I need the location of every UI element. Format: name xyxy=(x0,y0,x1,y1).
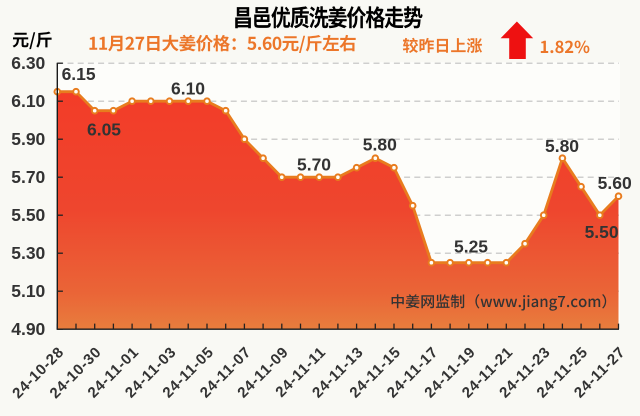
svg-text:5.10: 5.10 xyxy=(11,281,45,301)
svg-text:5.80: 5.80 xyxy=(363,134,397,154)
svg-text:6.10: 6.10 xyxy=(171,79,205,99)
svg-text:5.90: 5.90 xyxy=(11,129,45,149)
svg-text:5.80: 5.80 xyxy=(545,136,579,156)
svg-text:6.05: 6.05 xyxy=(87,120,121,140)
svg-text:5.30: 5.30 xyxy=(11,243,45,263)
svg-text:5.60: 5.60 xyxy=(598,173,632,193)
svg-text:6.10: 6.10 xyxy=(11,91,45,111)
svg-text:6.30: 6.30 xyxy=(11,53,45,73)
svg-text:5.70: 5.70 xyxy=(297,155,331,175)
svg-text:5.50: 5.50 xyxy=(11,205,45,225)
svg-text:5.70: 5.70 xyxy=(11,167,45,187)
svg-text:5.50: 5.50 xyxy=(585,222,619,242)
svg-text:6.15: 6.15 xyxy=(62,64,96,84)
svg-text:4.90: 4.90 xyxy=(11,319,45,339)
svg-text:5.25: 5.25 xyxy=(454,236,488,256)
